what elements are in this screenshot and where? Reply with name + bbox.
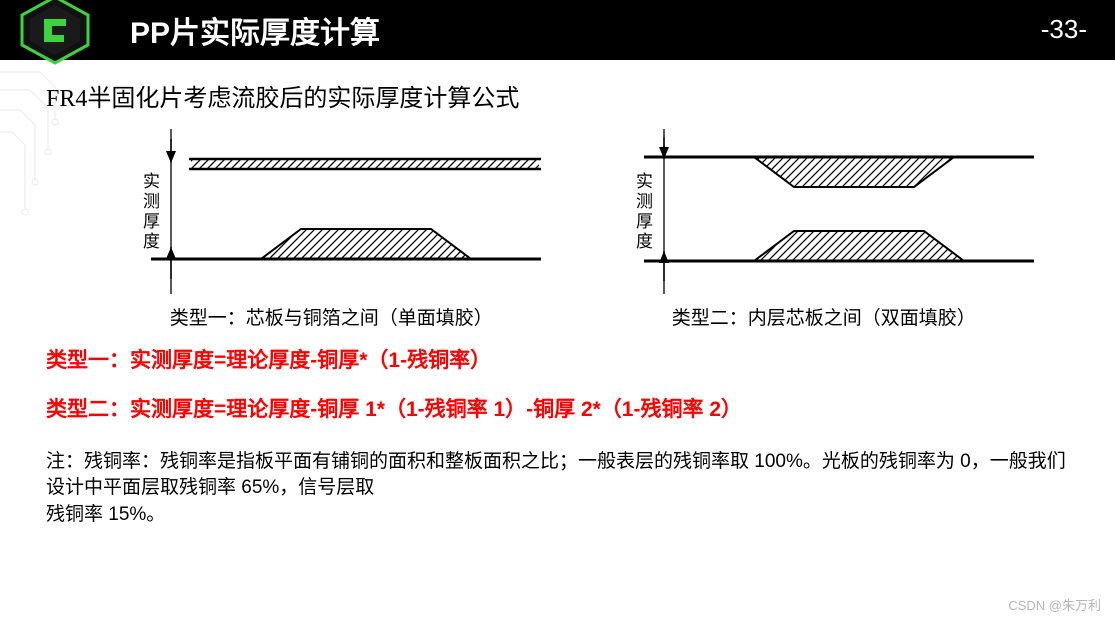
svg-text:实: 实 — [143, 172, 160, 191]
diagram-type2: 实 测 厚 度 类型二：内层芯板之间（双面填胶） — [593, 129, 1056, 330]
slide-header: PP片实际厚度计算 -33- — [0, 0, 1115, 60]
svg-text:度: 度 — [636, 232, 653, 251]
page-number: -33- — [1041, 14, 1087, 45]
svg-text:厚: 厚 — [143, 212, 160, 231]
svg-text:测: 测 — [143, 192, 160, 211]
slide-title: PP片实际厚度计算 — [130, 8, 380, 52]
svg-text:实: 实 — [636, 172, 653, 191]
subtitle: FR4半固化片考虑流胶后的实际厚度计算公式 — [46, 78, 1075, 113]
note-text: 注：残铜率：残铜率是指板平面有铺铜的面积和整板面积之比；一般表层的残铜率取 10… — [46, 449, 1069, 529]
diagram-type2-svg: 实 测 厚 度 — [604, 129, 1044, 294]
svg-text:度: 度 — [143, 232, 160, 251]
formula-type1: 类型一：实测厚度=理论厚度-铜厚*（1-残铜率） — [46, 346, 1075, 375]
diagram-type1: 实 测 厚 度 类型一：芯板与铜箔之间（单面填胶） — [100, 129, 563, 330]
watermark: CSDN @朱万利 — [1008, 595, 1101, 614]
diagram-type2-caption: 类型二：内层芯板之间（双面填胶） — [593, 303, 1056, 330]
svg-text:测: 测 — [636, 192, 653, 211]
logo — [0, 0, 110, 60]
diagram-type1-caption: 类型一：芯板与铜箔之间（单面填胶） — [100, 303, 563, 330]
diagram-type1-svg: 实 测 厚 度 — [111, 129, 551, 294]
slide-content: FR4半固化片考虑流胶后的实际厚度计算公式 实 测 厚 — [0, 60, 1115, 529]
diagrams-row: 实 测 厚 度 类型一：芯板与铜箔之间（单面填胶） — [100, 129, 1055, 330]
formula-type2: 类型二：实测厚度=理论厚度-铜厚 1*（1-残铜率 1）-铜厚 2*（1-残铜率… — [46, 395, 1075, 424]
svg-text:厚: 厚 — [636, 212, 653, 231]
